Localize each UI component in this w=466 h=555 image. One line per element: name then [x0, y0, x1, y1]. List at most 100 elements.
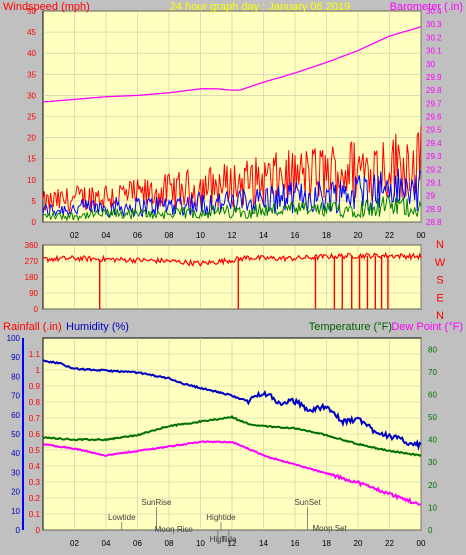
humidity-x-tick-label: 22 [385, 539, 394, 548]
wind-x-tick-label: 20 [354, 231, 363, 240]
barometer-tick-label: 28.9 [426, 205, 442, 214]
wind-x-tick-label: 18 [322, 231, 331, 240]
chart-title: 24 hour graph day : January 06 2019 [170, 1, 350, 13]
humidity-x-tick-label: 10 [196, 539, 205, 548]
rainfall-tick-label: 1 [36, 366, 41, 375]
rainfall-axis: 0 0.1 0.2 0.3 0.4 0.5 0.6 0.7 0.8 0.9 1 1.1 [29, 350, 41, 535]
wind-tick-label: 20 [27, 134, 36, 143]
barometer-axis-title: Barometer (.in) [390, 1, 463, 13]
wind-x-tick-label: 16 [291, 231, 300, 240]
humidity-x-tick-label: 18 [322, 539, 331, 548]
humidity-tick-label: 40 [11, 449, 20, 458]
temperature-tick-label: 0 [428, 526, 433, 535]
barometer-tick-label: 30 [426, 60, 435, 69]
barometer-tick-label: 30.3 [426, 20, 442, 29]
humidity-grid [43, 338, 422, 531]
humidity-tick-label: 30 [11, 468, 20, 477]
rainfall-tick-label: 0.6 [29, 430, 41, 439]
humidity-tick-label: 50 [11, 430, 20, 439]
barometer-tick-label: 30.1 [426, 47, 442, 56]
humidity-tick-label: 0 [16, 526, 21, 535]
temperature-tick-label: 40 [428, 436, 437, 445]
event-label: Tide [221, 535, 237, 544]
humidity-tick-label: 90 [11, 353, 20, 362]
rainfall-tick-label: 0.1 [29, 510, 41, 519]
wind-tick-label: 25 [27, 113, 36, 122]
event-label: SunSet [294, 498, 321, 507]
wind-right-axis: 28.8 28.9 29 29.1 29.2 29.3 29.4 29.5 29.6 29.7 29… [426, 7, 442, 227]
humidity-x-tick-label: 16 [291, 539, 300, 548]
compass-label: N [436, 239, 444, 251]
windspeed-axis-title: Windspeed (mph) [3, 1, 90, 13]
humidity-x-axis: 02 04 06 08 10 12 14 16 18 20 22 00 [70, 539, 426, 548]
temperature-tick-label: 20 [428, 481, 437, 490]
humidity-panel: 0 0.1 0.2 0.3 0.4 0.5 0.6 0.7 0.8 0.9 1 1.1 0 10 20 30… [7, 334, 438, 548]
direction-tick-label: 270 [25, 257, 39, 266]
dewpoint-axis-title: Dew Point (°F) [391, 321, 463, 333]
wind-gust-line [42, 126, 422, 214]
humidity-tick-label: 100 [7, 334, 21, 343]
rainfall-tick-label: 0 [36, 526, 41, 535]
wind-x-tick-label: 06 [133, 231, 142, 240]
rainfall-tick-label: 1.1 [29, 350, 41, 359]
wind-tick-label: 0 [32, 218, 37, 227]
humidity-tick-label: 20 [11, 488, 20, 497]
humidity-x-tick-label: 06 [133, 539, 142, 548]
wind-tick-label: 45 [27, 28, 36, 37]
wind-average-line [42, 194, 422, 222]
humidity-x-tick-label: 08 [165, 539, 174, 548]
rainfall-tick-label: 0.7 [29, 414, 41, 423]
barometer-tick-label: 30.4 [426, 7, 442, 16]
barometer-tick-label: 29.3 [426, 152, 442, 161]
rainfall-tick-label: 0.8 [29, 398, 41, 407]
event-label: Lowtide [108, 513, 136, 522]
wind-x-tick-label: 22 [385, 231, 394, 240]
event-label: Moon Set [313, 524, 348, 533]
humidity-axis-title: Humidity (%) [66, 321, 129, 333]
wind-tick-label: 10 [27, 176, 36, 185]
humidity-axis: 0 10 20 30 40 50 60 70 80 90 100 [7, 334, 24, 535]
humidity-x-tick-label: 04 [102, 539, 111, 548]
barometer-tick-label: 30.2 [426, 33, 442, 42]
wind-tick-label: 15 [27, 155, 36, 164]
humidity-x-tick-label: 20 [354, 539, 363, 548]
rainfall-tick-label: 0.3 [29, 478, 41, 487]
barometer-tick-label: 28.8 [426, 218, 442, 227]
humidity-series-group [42, 359, 422, 506]
temperature-line [42, 414, 422, 457]
humidity-line [42, 359, 422, 451]
temperature-tick-label: 30 [428, 458, 437, 467]
event-label: High [210, 535, 226, 544]
event-label: SunRise [141, 498, 172, 507]
rainfall-tick-label: 0.4 [29, 462, 41, 471]
barometer-tick-label: 29.2 [426, 165, 442, 174]
wind-x-tick-label: 12 [228, 231, 237, 240]
humidity-tick-label: 10 [11, 507, 20, 516]
wind-x-tick-label: 04 [102, 231, 111, 240]
dewpoint-line [42, 440, 422, 506]
rainfall-tick-label: 0.2 [29, 494, 41, 503]
temperature-tick-label: 10 [428, 503, 437, 512]
wind-tick-label: 5 [32, 197, 37, 206]
barometer-tick-label: 29.1 [426, 178, 442, 187]
wind-left-axis: 0 5 10 15 20 25 30 35 40 45 50 [27, 7, 36, 227]
wind-grid [43, 10, 422, 223]
temperature-tick-label: 60 [428, 390, 437, 399]
direction-left-axis: 0 90 180 270 360 [25, 241, 39, 314]
barometer-tick-label: 29.8 [426, 86, 442, 95]
wind-tick-label: 30 [27, 91, 36, 100]
humidity-tick-label: 80 [11, 372, 20, 381]
wind-x-tick-label: 14 [259, 231, 268, 240]
humidity-x-tick-label: 02 [70, 539, 79, 548]
rainfall-tick-label: 0.5 [29, 446, 41, 455]
barometer-tick-label: 29.5 [426, 126, 442, 135]
wind-speed-line [42, 168, 422, 218]
wind-tick-label: 35 [27, 70, 36, 79]
event-label: Hightide [206, 513, 236, 522]
direction-line [42, 251, 422, 267]
compass-label: N [436, 310, 444, 322]
compass-label: S [436, 275, 443, 287]
